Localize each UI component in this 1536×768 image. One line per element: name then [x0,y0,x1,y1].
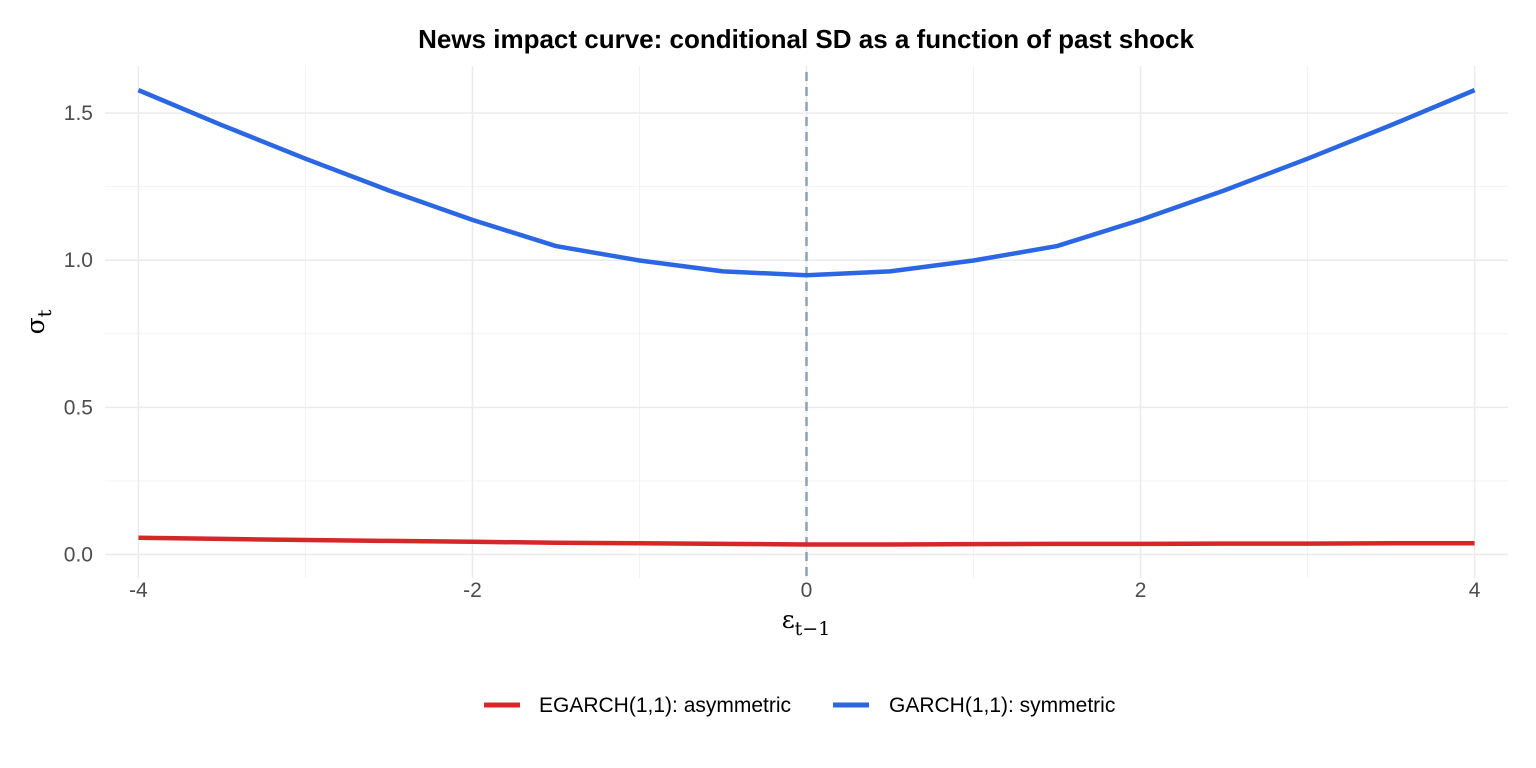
x-axis-label-main: ε [782,605,795,634]
y-tick-label: 1.0 [64,249,93,272]
y-tick-label: 0.5 [64,396,93,419]
legend-label-egarch: EGARCH(1,1): asymmetric [539,694,791,717]
x-tick-label: 0 [801,579,813,602]
series-line-egarch [138,535,1475,547]
chart-title: News impact curve: conditional SD as a f… [418,24,1194,54]
series-layer [137,88,1476,547]
x-axis-label-sub: t−1 [795,618,831,640]
x-tick-label: -2 [463,579,482,602]
y-axis-label-main: σ [21,317,50,334]
x-axis-label: εt−1 [782,605,831,640]
tick-labels: -4 -2 0 2 4 0.0 0.5 1.0 1.5 [64,102,1481,602]
x-tick-label: 2 [1135,579,1147,602]
series-line-garch [137,88,1476,278]
y-tick-label: 0.0 [64,543,93,566]
y-tick-label: 1.5 [64,102,93,125]
legend: EGARCH(1,1): asymmetric GARCH(1,1): symm… [484,694,1115,717]
legend-label-garch: GARCH(1,1): symmetric [889,694,1115,717]
x-tick-label: -4 [129,579,148,602]
y-axis-label: σt [21,309,56,334]
x-tick-label: 4 [1469,579,1481,602]
y-axis-label-sub: t [34,309,56,317]
y-axis-label-group: σt [21,309,56,334]
